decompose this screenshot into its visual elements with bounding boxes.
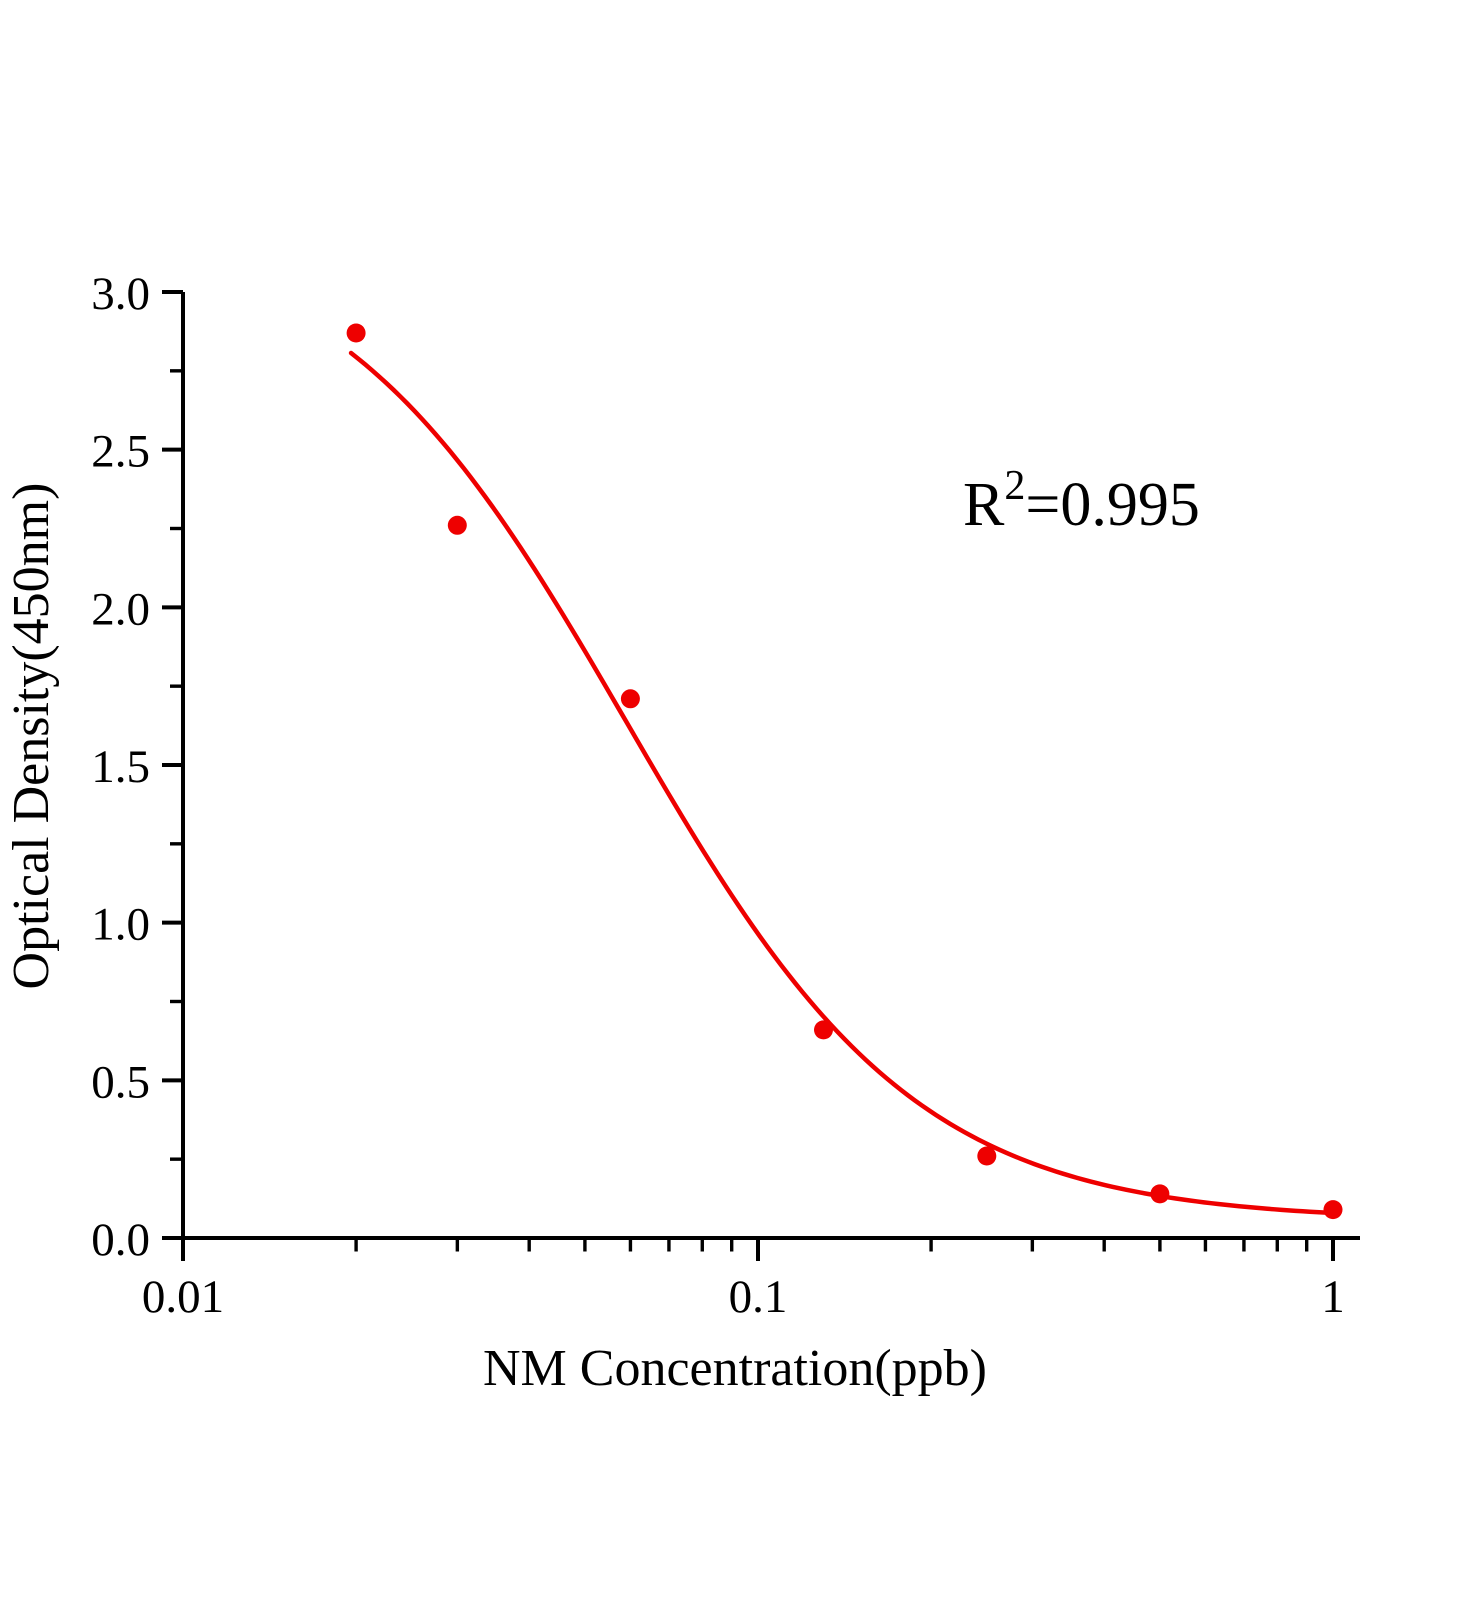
r-squared-base: R: [963, 471, 1005, 539]
r-squared-annotation: R2=0.995: [963, 463, 1200, 539]
axes: [181, 292, 1360, 1240]
data-point: [620, 689, 640, 709]
data-point: [977, 1146, 997, 1166]
y-tick-label: 1.0: [91, 899, 150, 951]
y-tick-label: 3.0: [91, 268, 150, 320]
data-points-layer: [346, 323, 1343, 1220]
x-tick-label: 0.1: [729, 1271, 788, 1323]
y-axis-title: Optical Density(450nm): [3, 483, 60, 990]
axis-ticks: [162, 290, 1335, 1261]
x-tick-label: 1: [1321, 1271, 1345, 1323]
data-point: [447, 515, 467, 535]
fit-curve-layer: [348, 350, 1341, 1216]
data-point: [1150, 1184, 1170, 1204]
y-tick-label: 2.5: [91, 426, 150, 478]
fit-curve-path: [348, 350, 1341, 1216]
data-point: [1323, 1200, 1343, 1220]
y-tick-label: 0.5: [91, 1056, 150, 1108]
r-squared-value: =0.995: [1025, 471, 1199, 539]
x-axis-title: NM Concentration(ppb): [483, 1340, 987, 1397]
y-tick-label: 1.5: [91, 741, 150, 793]
x-tick-label: 0.01: [142, 1271, 224, 1323]
data-point: [814, 1020, 833, 1040]
y-tick-label: 2.0: [91, 583, 150, 635]
r-squared-superscript: 2: [1004, 463, 1025, 509]
data-point: [346, 323, 366, 343]
tick-labels: 0.0 0.5 1.0 1.5 2.0 2.5 3.0 0.01 0.1 1: [91, 268, 1345, 1323]
y-tick-label: 0.0: [91, 1214, 150, 1266]
